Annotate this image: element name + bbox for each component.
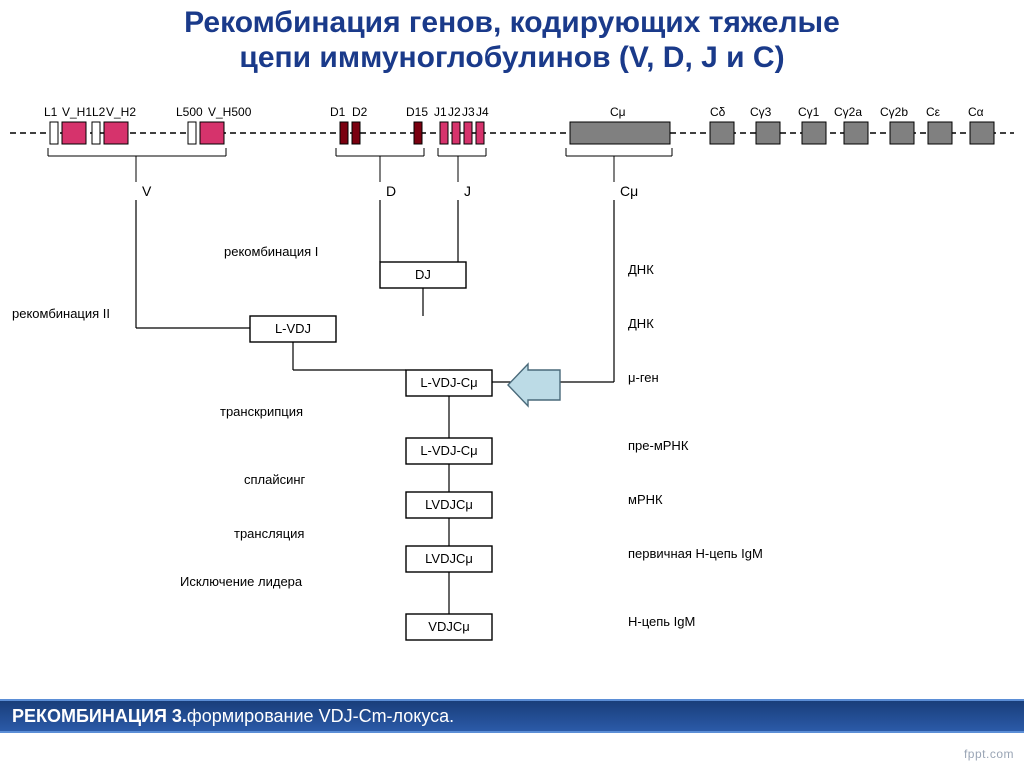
bracket-label: D [386, 183, 396, 199]
stage-label: мРНК [628, 492, 663, 507]
gene-segment-D [414, 122, 422, 144]
gene-segment-J [452, 122, 460, 144]
gene-segment-label: J2 [448, 105, 461, 119]
gene-segment-V [104, 122, 128, 144]
stage-label: ДНК [628, 262, 654, 277]
gene-segment-V [200, 122, 224, 144]
bracket-label: Cμ [620, 183, 638, 199]
gene-segment-label: Cγ2a [834, 105, 862, 119]
slide-title: Рекомбинация генов, кодирующих тяжелые ц… [0, 0, 1024, 77]
step-label: Исключение лидера [180, 574, 303, 589]
gene-segment-J [440, 122, 448, 144]
gene-segment-label: J4 [476, 105, 489, 119]
flow-box-label: DJ [415, 267, 431, 282]
gene-segment-label: D15 [406, 105, 428, 119]
gene-segment-C [890, 122, 914, 144]
title-line-1: Рекомбинация генов, кодирующих тяжелые [10, 6, 1014, 41]
gene-segment-label: V_H500 [208, 105, 252, 119]
title-line-2: цепи иммуноглобулинов (V, D, J и C) [10, 41, 1014, 76]
gene-segment-label: L500 [176, 105, 203, 119]
gene-segment-C [570, 122, 670, 144]
gene-segment-C [844, 122, 868, 144]
gene-segment-L [92, 122, 100, 144]
gene-segment-label: V_H1 [62, 105, 92, 119]
gene-segment-J [464, 122, 472, 144]
gene-segment-label: Cε [926, 105, 941, 119]
gene-segment-label: Cγ3 [750, 105, 772, 119]
flow-box-label: LVDJCμ [425, 497, 473, 512]
gene-recombination-diagram: L1 V_H1L2V_H2 L500 V_H500 D1 D2 D15 J1J2J3J4 Cμ C… [10, 92, 1014, 662]
gene-segment-label: Cγ2b [880, 105, 908, 119]
flow-box-label: L-VDJ-Cμ [420, 375, 477, 390]
gene-segment-V [62, 122, 86, 144]
step-label: трансляция [234, 526, 304, 541]
gene-segment-label: V_H2 [106, 105, 136, 119]
gene-segment-label: D2 [352, 105, 368, 119]
gene-segment-D [352, 122, 360, 144]
gene-segment-label: J3 [462, 105, 475, 119]
caption-bar: РЕКОМБИНАЦИЯ 3. формирование VDJ-Cm-локу… [0, 699, 1024, 733]
stage-label: пре-мРНК [628, 438, 689, 453]
stage-label: первичная H-цепь IgM [628, 546, 763, 561]
gene-segment-label: Cγ1 [798, 105, 820, 119]
gene-segment-label: Cα [968, 105, 984, 119]
flow-box-label: L-VDJ [275, 321, 311, 336]
step-label: сплайсинг [244, 472, 306, 487]
caption-prefix: РЕКОМБИНАЦИЯ 3. [12, 706, 187, 727]
flow-box-label: VDJCμ [428, 619, 469, 634]
gene-segment-D [340, 122, 348, 144]
bracket-label: J [464, 183, 471, 199]
bracket-label: V [142, 183, 152, 199]
flow-box-label: L-VDJ-Cμ [420, 443, 477, 458]
stage-label: ДНК [628, 316, 654, 331]
step-label: рекомбинация I [224, 244, 318, 259]
gene-segment-C [710, 122, 734, 144]
gene-segment-J [476, 122, 484, 144]
step-label: транскрипция [220, 404, 303, 419]
gene-segment-L [50, 122, 58, 144]
gene-segment-label: Cδ [710, 105, 726, 119]
footer-logo: fppt.com [964, 747, 1014, 761]
gene-segment-C [970, 122, 994, 144]
block-arrow-icon [508, 364, 560, 406]
flow-box-label: LVDJCμ [425, 551, 473, 566]
caption-rest: формирование VDJ-Cm-локуса. [187, 706, 454, 727]
gene-segment-label: D1 [330, 105, 346, 119]
gene-segment-C [928, 122, 952, 144]
gene-segment-C [802, 122, 826, 144]
stage-label: μ-ген [628, 370, 659, 385]
gene-segment-label: L1 [44, 105, 58, 119]
gene-segment-L [188, 122, 196, 144]
gene-segment-C [756, 122, 780, 144]
step-label: рекомбинация II [12, 306, 110, 321]
stage-label: H-цепь IgM [628, 614, 695, 629]
gene-segment-label: L2 [92, 105, 106, 119]
gene-segment-label: J1 [434, 105, 447, 119]
gene-segment-label: Cμ [610, 105, 626, 119]
